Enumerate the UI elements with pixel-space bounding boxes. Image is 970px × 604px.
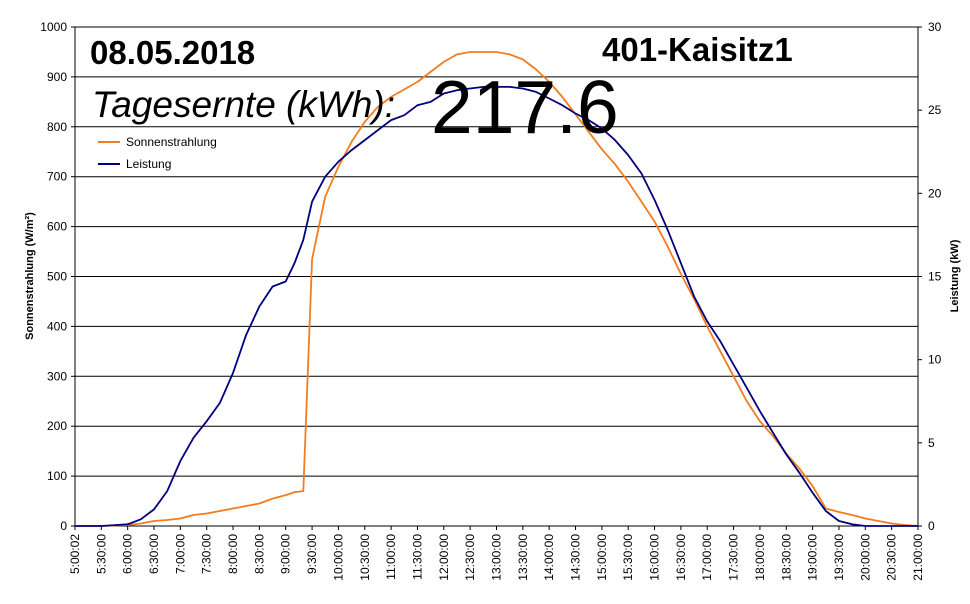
x-tick-label: 6:00:00 [121,534,135,574]
x-axis-ticks: 5:00:02 5:30:00 6:00:00 6:30:00 7:00:00 7:30:… [68,526,925,581]
y-tick-label: 700 [47,170,67,184]
y-tick-label: 600 [47,220,67,234]
y-tick-label: 1000 [40,20,67,34]
x-tick-label: 15:30:00 [621,534,635,581]
y-axis-label: Sonnenstrahlung (W/m²) [24,212,36,340]
y-tick-label: 900 [47,70,67,84]
x-tick-label: 14:30:00 [569,534,583,581]
x-tick-label: 6:30:00 [147,534,161,574]
x-tick-label: 18:00:00 [753,534,767,581]
x-tick-label: 18:30:00 [779,534,793,581]
x-tick-label: 5:00:02 [68,534,82,574]
series-line-2 [75,86,918,527]
legend-label: Sonnenstrahlung [126,135,217,149]
y2-tick-label: 15 [928,270,942,284]
x-tick-label: 11:00:00 [384,534,398,580]
y-tick-label: 800 [47,120,67,134]
x-tick-label: 20:00:00 [858,534,872,581]
y2-tick-label: 10 [928,353,942,367]
x-tick-label: 21:00:00 [911,534,925,581]
x-tick-label: 9:00:00 [279,534,293,574]
x-tick-label: 5:30:00 [94,534,108,574]
x-tick-label: 13:00:00 [489,534,503,581]
x-tick-label: 14:00:00 [542,534,556,581]
y-tick-label: 300 [47,369,67,383]
x-tick-label: 10:00:00 [331,534,345,581]
x-tick-label: 13:30:00 [516,534,530,581]
x-tick-label: 7:00:00 [173,534,187,574]
x-tick-label: 17:00:00 [700,534,714,581]
y2-tick-label: 25 [928,103,942,117]
x-tick-label: 11:30:00 [410,534,424,580]
x-tick-label: 19:30:00 [832,534,846,581]
daily-yield-value: 217.6 [431,65,619,149]
y-tick-label: 200 [47,419,67,433]
legend-label: Leistung [126,157,171,171]
legend: Sonnenstrahlung Leistung [98,135,217,171]
x-tick-label: 8:30:00 [252,534,266,574]
y2-axis-label: Leistung (kW) [949,239,961,312]
x-tick-label: 15:00:00 [595,534,609,581]
y2-tick-label: 20 [928,186,942,200]
x-tick-label: 19:00:00 [806,534,820,581]
x-tick-label: 17:30:00 [727,534,741,581]
x-tick-label: 10:30:00 [358,534,372,581]
date-label: 08.05.2018 [90,34,256,71]
plant-name: 401-Kaisitz1 [602,31,793,68]
x-tick-label: 8:00:00 [226,534,240,574]
y-tick-label: 400 [47,319,67,333]
series-lines [75,51,919,527]
x-tick-label: 12:00:00 [437,534,451,581]
x-tick-label: 20:30:00 [885,534,899,581]
left-axis-ticks: 0 100 200 300 400 500 600 700 800 900 1000 [40,20,75,533]
y-tick-label: 500 [47,270,67,284]
y2-tick-label: 30 [928,20,942,34]
x-tick-label: 9:30:00 [305,534,319,574]
x-tick-label: 12:30:00 [463,534,477,581]
x-tick-label: 16:30:00 [674,534,688,581]
daily-yield-label: Tagesernte (kWh): [92,84,395,125]
x-tick-label: 16:00:00 [648,534,662,581]
y2-tick-label: 5 [928,436,935,450]
y-tick-label: 0 [60,519,67,533]
x-tick-label: 7:30:00 [200,534,214,574]
right-axis-ticks: 0 5 10 15 20 25 30 [918,20,942,533]
y2-tick-label: 0 [928,519,935,533]
y-tick-label: 100 [47,469,67,483]
